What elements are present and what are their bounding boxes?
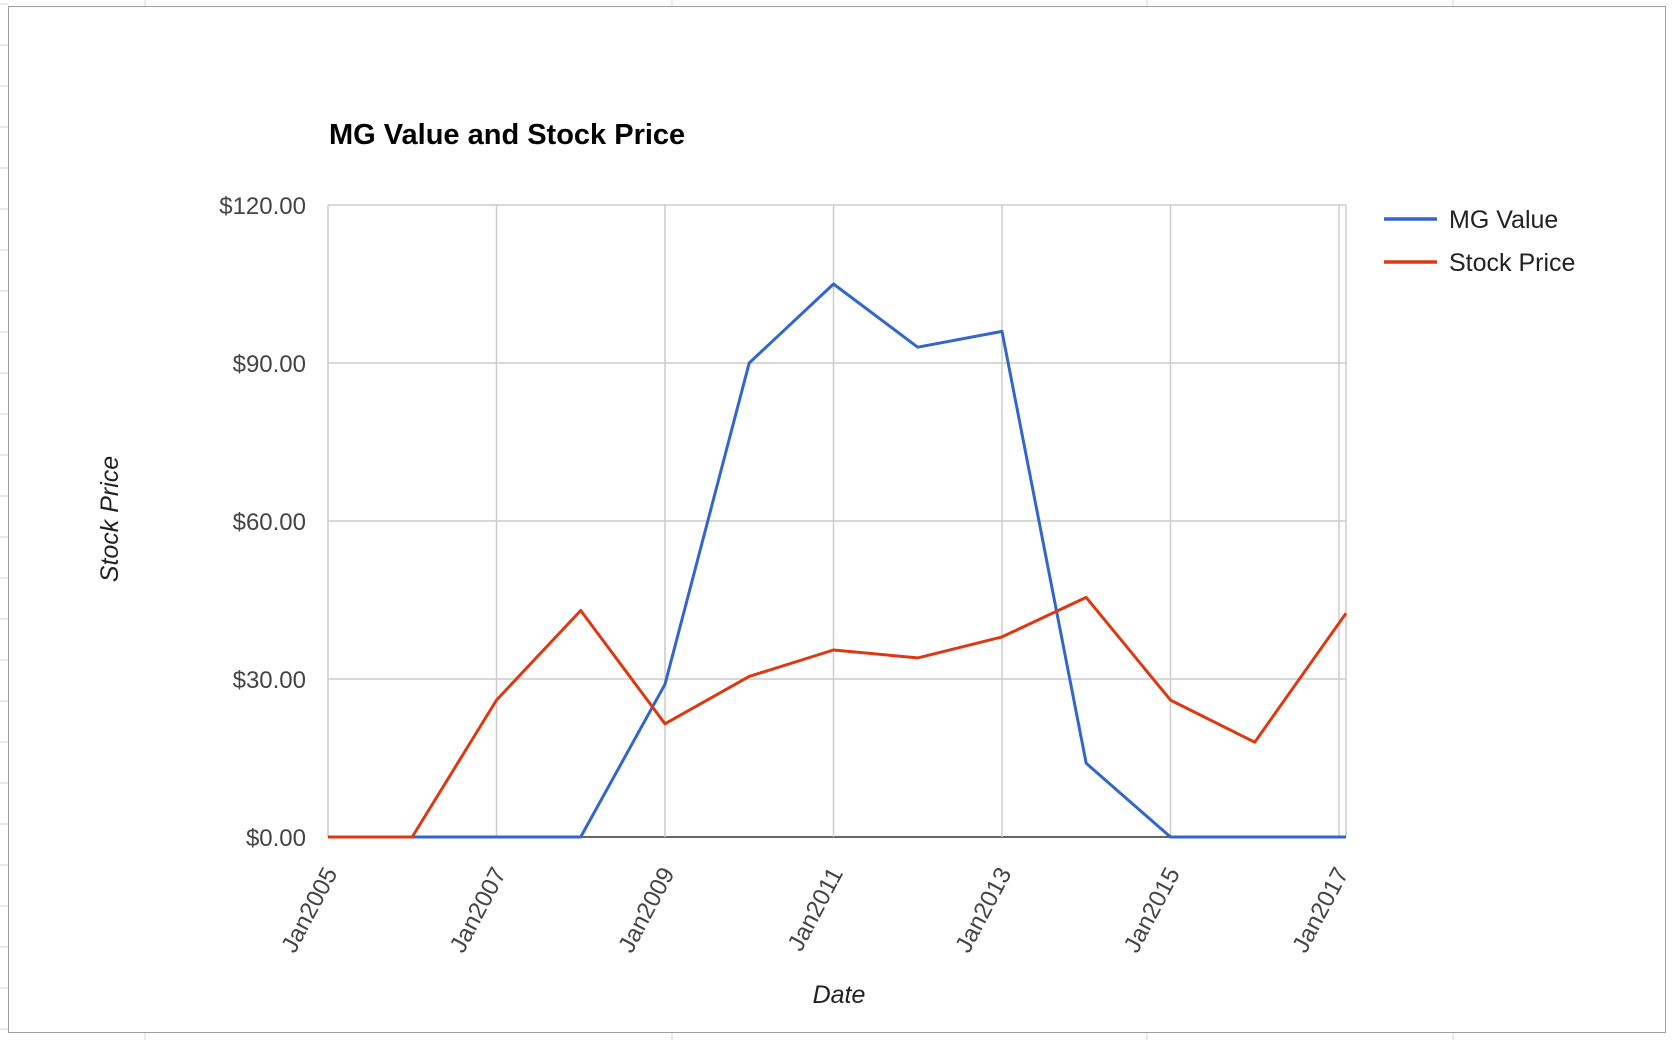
x-tick-label: Jan2005 xyxy=(276,863,343,957)
legend[interactable]: MG Value Stock Price xyxy=(1384,206,1575,277)
x-tick-label: Jan2007 xyxy=(445,863,512,957)
x-axis-tick-labels: Jan2005 Jan2007 Jan2009 Jan2011 Jan2013 Jan20… xyxy=(276,863,1354,957)
y-tick-label: $120.00 xyxy=(219,193,306,220)
x-tick-label: Jan2009 xyxy=(613,863,680,957)
x-tick-label: Jan2011 xyxy=(783,863,849,955)
series-lines xyxy=(328,282,1348,839)
series-line-stock-price xyxy=(328,595,1348,839)
x-tick-label: Jan2015 xyxy=(1119,863,1186,957)
x-tick-label: Jan2013 xyxy=(950,863,1017,957)
gridlines xyxy=(327,204,1347,838)
y-tick-label: $90.00 xyxy=(233,351,306,378)
chart-title: MG Value and Stock Price xyxy=(329,119,685,151)
x-tick-label: Jan2017 xyxy=(1287,863,1354,957)
y-axis-tick-labels: $0.00 $30.00 $60.00 $90.00 $120.00 xyxy=(219,193,306,852)
series-line-mg-value xyxy=(328,282,1346,839)
y-tick-label: $0.00 xyxy=(246,825,306,852)
legend-label: MG Value xyxy=(1449,206,1558,234)
y-tick-label: $30.00 xyxy=(233,667,306,694)
legend-label: Stock Price xyxy=(1449,249,1575,277)
y-tick-label: $60.00 xyxy=(233,509,306,536)
chart-container[interactable]: MG Value and Stock Price $0.00 $30.00 $60.… xyxy=(8,6,1666,1033)
x-axis-title: Date xyxy=(813,981,866,1009)
chart-canvas: MG Value and Stock Price $0.00 $30.00 $60.… xyxy=(96,119,1575,1009)
y-axis-title: Stock Price xyxy=(96,456,124,582)
